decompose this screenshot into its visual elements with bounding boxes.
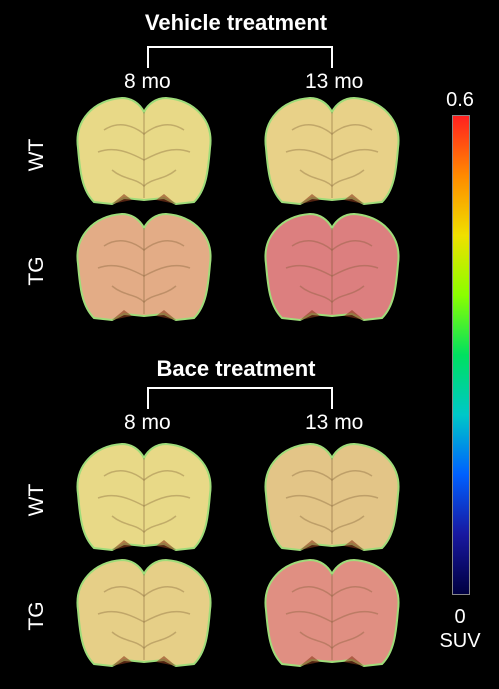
bace-bracket: [147, 387, 333, 409]
vehicle-col-8mo: 8 mo: [124, 70, 171, 93]
bace-col-13mo: 13 mo: [305, 411, 364, 434]
vehicle-col-13mo: 13 mo: [305, 70, 364, 93]
brain-slice-bace-wt-13mo: [252, 436, 412, 558]
vehicle-row-wt: WT: [25, 138, 48, 172]
bace-col-8mo: 8 mo: [124, 411, 171, 434]
brain-slice-bace-wt-8mo: [64, 436, 224, 558]
brain-slice-vehicle-tg-13mo: [252, 206, 412, 328]
brain-slice-vehicle-wt-8mo: [64, 90, 224, 212]
vehicle-row-tg: TG: [25, 256, 48, 286]
brain-slice-vehicle-tg-8mo: [64, 206, 224, 328]
colorbar: [452, 115, 470, 595]
vehicle-treatment-title: Vehicle treatment: [144, 10, 328, 35]
colorbar-min-label: 0: [454, 606, 466, 628]
colorbar-max-label: 0.6: [446, 89, 474, 111]
brain-slice-bace-tg-8mo: [64, 552, 224, 674]
colorbar-unit-label: SUV: [439, 630, 481, 652]
bace-treatment-title: Bace treatment: [156, 356, 316, 381]
brain-slice-vehicle-wt-13mo: [252, 90, 412, 212]
vehicle-bracket: [147, 46, 333, 68]
brain-slice-bace-tg-13mo: [252, 552, 412, 674]
bace-row-tg: TG: [25, 601, 48, 631]
bace-row-wt: WT: [25, 483, 48, 517]
